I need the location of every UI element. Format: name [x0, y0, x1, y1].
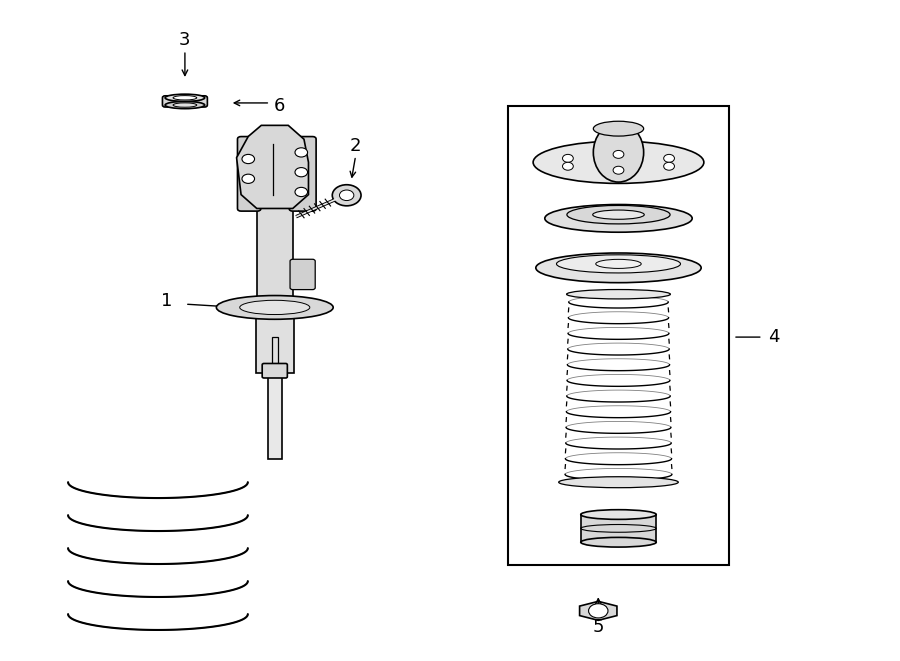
Ellipse shape [165, 94, 204, 101]
Ellipse shape [165, 101, 204, 108]
FancyBboxPatch shape [238, 137, 261, 211]
FancyBboxPatch shape [289, 137, 316, 211]
Ellipse shape [580, 537, 656, 547]
Bar [256, 304, 293, 373]
Ellipse shape [593, 121, 644, 136]
Ellipse shape [567, 206, 670, 224]
Ellipse shape [536, 253, 701, 283]
Circle shape [589, 603, 608, 618]
Text: 6: 6 [274, 97, 285, 115]
Ellipse shape [596, 259, 641, 268]
Bar [256, 208, 292, 297]
Circle shape [339, 190, 354, 200]
Bar [580, 514, 656, 542]
Circle shape [613, 151, 624, 159]
Circle shape [295, 187, 308, 196]
Circle shape [613, 167, 624, 174]
Circle shape [332, 184, 361, 206]
Text: 1: 1 [161, 292, 173, 310]
Circle shape [562, 155, 573, 163]
Ellipse shape [239, 300, 310, 315]
Circle shape [242, 155, 255, 164]
Ellipse shape [559, 477, 679, 488]
Circle shape [663, 163, 674, 171]
Ellipse shape [580, 510, 656, 520]
Bar [267, 373, 282, 459]
Circle shape [562, 163, 573, 171]
Circle shape [295, 168, 308, 176]
FancyBboxPatch shape [290, 259, 315, 290]
Ellipse shape [173, 96, 197, 100]
FancyBboxPatch shape [162, 96, 207, 107]
Ellipse shape [173, 103, 197, 107]
Ellipse shape [216, 295, 333, 319]
Ellipse shape [556, 254, 680, 273]
Text: 2: 2 [350, 137, 362, 155]
Polygon shape [580, 602, 616, 620]
Bar [508, 106, 729, 564]
Text: 4: 4 [768, 328, 779, 346]
Circle shape [295, 148, 308, 157]
Ellipse shape [533, 141, 704, 183]
Ellipse shape [593, 210, 644, 219]
Ellipse shape [544, 204, 692, 232]
Circle shape [663, 155, 674, 163]
Ellipse shape [567, 290, 670, 299]
Ellipse shape [593, 123, 644, 182]
Bar [272, 337, 278, 373]
Polygon shape [237, 126, 309, 208]
Text: 3: 3 [179, 31, 191, 50]
FancyBboxPatch shape [262, 364, 287, 378]
Text: 5: 5 [592, 618, 604, 637]
Circle shape [242, 174, 255, 183]
